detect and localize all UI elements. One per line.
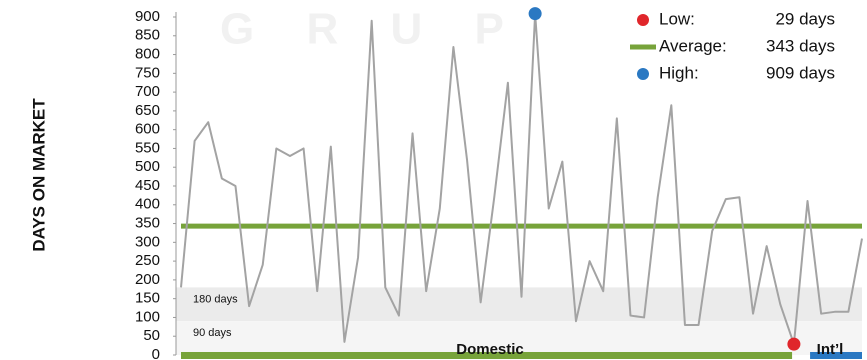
legend-value: 909 days <box>766 63 835 82</box>
reference-band <box>176 321 862 355</box>
y-tick-label: 500 <box>135 158 160 175</box>
y-tick-label: 800 <box>135 46 160 63</box>
y-tick-label: 350 <box>135 215 160 232</box>
group-label: Int’l <box>817 341 844 358</box>
legend-name: Low: <box>659 9 695 28</box>
watermark: G R U P <box>220 5 524 54</box>
y-tick-label: 850 <box>135 27 160 44</box>
legend-dot <box>637 14 649 26</box>
y-tick-label: 400 <box>135 196 160 213</box>
y-tick-label: 150 <box>135 290 160 307</box>
group-label: Domestic <box>456 341 524 358</box>
y-tick-label: 50 <box>143 327 160 344</box>
legend-name: Average: <box>659 36 727 55</box>
extreme-marker <box>528 7 542 21</box>
y-tick-label: 250 <box>135 252 160 269</box>
y-tick-label: 0 <box>152 346 160 360</box>
legend-value: 343 days <box>766 36 835 55</box>
reference-band <box>176 287 862 322</box>
extreme-marker <box>787 337 801 351</box>
y-tick-label: 550 <box>135 139 160 156</box>
y-axis-label: DAYS ON MARKET <box>29 98 48 252</box>
legend-value: 29 days <box>775 9 835 28</box>
group-bar <box>181 352 793 359</box>
band-label: 180 days <box>193 293 238 305</box>
y-tick-label: 100 <box>135 308 160 325</box>
band-label: 90 days <box>193 327 232 339</box>
y-tick-label: 700 <box>135 83 160 100</box>
data-line <box>180 12 863 346</box>
y-tick-label: 600 <box>135 121 160 138</box>
y-tick-label: 650 <box>135 102 160 119</box>
group-bar <box>810 352 862 359</box>
y-tick-label: 450 <box>135 177 160 194</box>
legend-name: High: <box>659 63 699 82</box>
y-tick-label: 900 <box>135 8 160 25</box>
y-tick-label: 300 <box>135 233 160 250</box>
y-tick-label: 200 <box>135 271 160 288</box>
y-tick-label: 750 <box>135 64 160 81</box>
legend-dot <box>637 68 649 80</box>
